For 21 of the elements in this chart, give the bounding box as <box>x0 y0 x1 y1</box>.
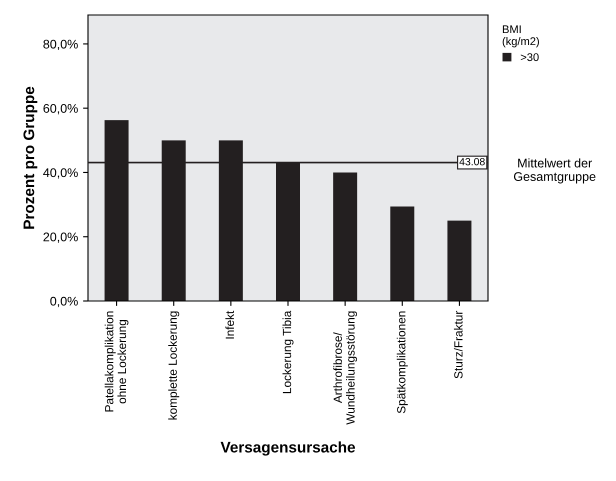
bar <box>447 220 472 301</box>
annotation: 43.08 <box>459 158 485 166</box>
legend-label: >30 <box>520 53 539 62</box>
x-axis-title: Versagensursache <box>220 441 356 456</box>
x-tick-label: Sturz/Fraktur <box>454 310 463 378</box>
x-tick-label: Spätkomplikationen <box>396 311 408 414</box>
bar <box>390 206 414 301</box>
x-tick-label: Arthrofibrose/ Wundheilungsstörung <box>333 311 358 425</box>
y-tick-label: 20,0% <box>43 232 78 243</box>
y-tick-label: 80,0% <box>43 40 78 50</box>
y-axis-title: Prozent pro Gruppe <box>23 86 38 229</box>
bar <box>333 172 358 301</box>
y-tick-label: 0,0% <box>50 296 78 308</box>
y-tick-label: 60,0% <box>43 104 78 114</box>
legend-title: BMI (kg/m2) <box>502 25 539 48</box>
x-tick-label: Patellakomplikation ohne Lockerung <box>104 311 128 412</box>
ref-line-label: Mittelwert der Gesamtgruppe <box>514 158 596 184</box>
y-tick-label: 40,0% <box>43 168 78 179</box>
x-tick-label: Lockerung Tibia <box>282 310 294 394</box>
x-tick-label: Infekt <box>225 310 234 339</box>
x-tick-label: komplette Lockerung <box>168 311 180 420</box>
